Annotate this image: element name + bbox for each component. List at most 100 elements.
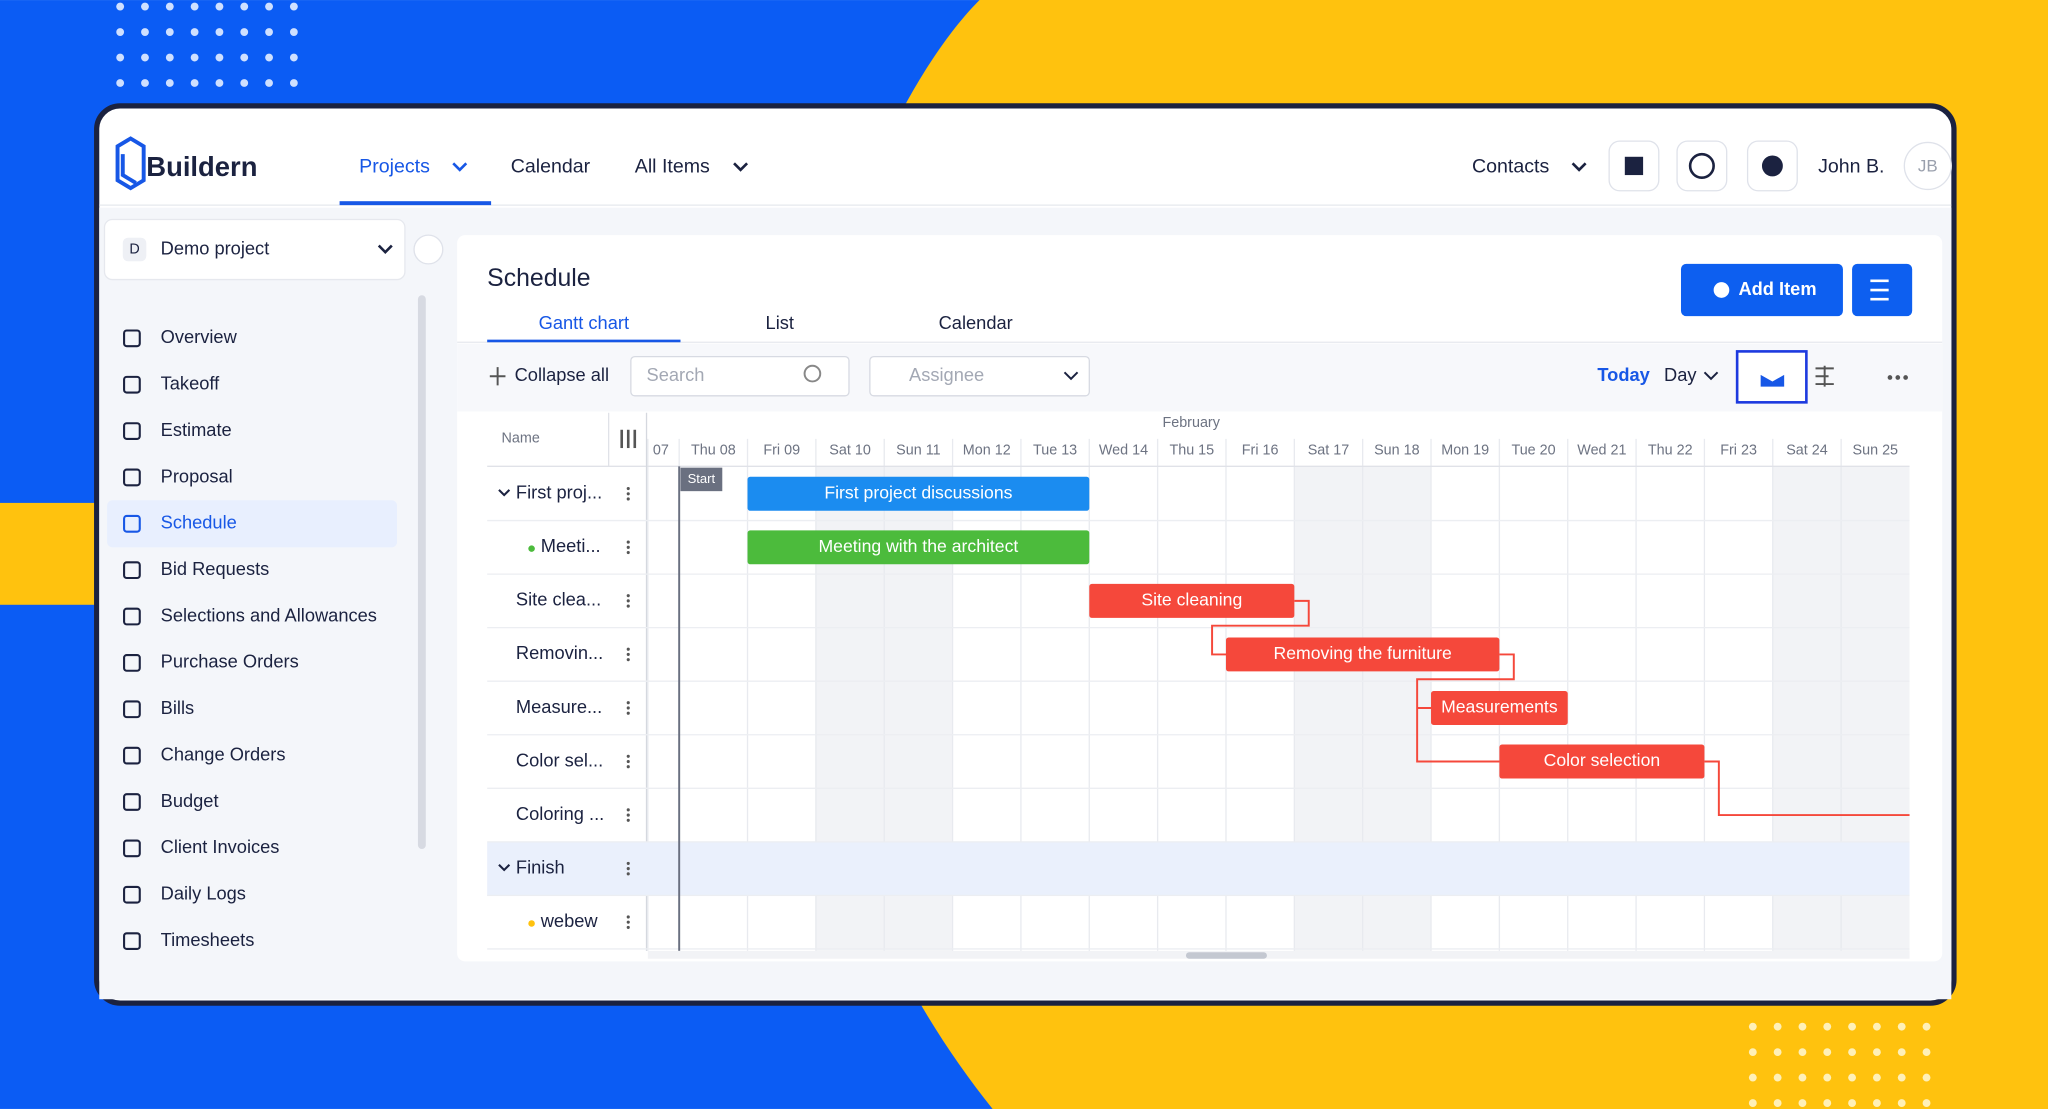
nav-item[interactable]: Projects bbox=[359, 155, 430, 177]
add-item-button[interactable] bbox=[1680, 263, 1843, 317]
row-name[interactable]: Measure... bbox=[516, 696, 602, 717]
row-menu-dot[interactable] bbox=[626, 920, 630, 924]
chevron bbox=[1703, 371, 1719, 381]
search-placeholder: Search bbox=[647, 364, 705, 385]
h-scroll-thumb[interactable] bbox=[1185, 952, 1267, 959]
sidebar-item[interactable]: Schedule bbox=[161, 512, 237, 533]
row-menu-dot[interactable] bbox=[626, 599, 630, 603]
sidebar-item[interactable]: Change Orders bbox=[161, 743, 286, 764]
dot-pattern bbox=[116, 2, 1931, 1107]
sidebar-item[interactable]: Estimate bbox=[161, 419, 232, 440]
chevron bbox=[452, 162, 468, 172]
row-menu-dot[interactable] bbox=[626, 706, 630, 710]
row-menu-dot[interactable] bbox=[626, 658, 630, 662]
icon[interactable] bbox=[1815, 365, 1834, 387]
sidebar-item[interactable]: Takeoff bbox=[161, 373, 220, 394]
row-menu-dot[interactable] bbox=[626, 867, 630, 871]
task-bar[interactable] bbox=[1499, 744, 1705, 779]
avatar[interactable] bbox=[1903, 141, 1952, 191]
day-label: Tue 13 bbox=[1033, 442, 1077, 458]
view-toggle[interactable] bbox=[1735, 350, 1808, 404]
nav-item[interactable]: All Items bbox=[635, 155, 710, 177]
row-menu-dot[interactable] bbox=[626, 594, 630, 598]
brand[interactable]: Buildern bbox=[146, 151, 257, 182]
row-menu-dot[interactable] bbox=[626, 813, 630, 817]
sidebar-item[interactable]: Timesheets bbox=[161, 929, 255, 950]
row-menu-dot[interactable] bbox=[626, 550, 630, 555]
ui: Buildern Projects Calendar All Items Contact… bbox=[103, 140, 1952, 959]
row-menu-dot[interactable] bbox=[626, 545, 630, 549]
user-name[interactable]: John B. bbox=[1818, 155, 1884, 177]
tab[interactable]: Gantt chart bbox=[539, 312, 629, 333]
nav-item[interactable]: Calendar bbox=[511, 155, 591, 177]
row-menu-dot[interactable] bbox=[626, 647, 630, 651]
row-name[interactable]: Color sel... bbox=[516, 749, 603, 770]
chevron[interactable] bbox=[498, 489, 511, 497]
status-dot bbox=[528, 920, 535, 927]
row-name[interactable]: Site clea... bbox=[516, 589, 601, 610]
row-menu-dot[interactable] bbox=[626, 711, 630, 715]
row-name[interactable]: First proj... bbox=[516, 482, 602, 503]
today-button[interactable]: Today bbox=[1597, 364, 1650, 385]
row-menu-dot[interactable] bbox=[626, 486, 630, 491]
row-menu-dot[interactable] bbox=[626, 497, 630, 501]
row-name[interactable]: Finish bbox=[516, 856, 565, 877]
dot bbox=[141, 53, 149, 62]
more-dot[interactable] bbox=[1895, 375, 1901, 380]
collapse-all[interactable]: Collapse all bbox=[515, 364, 609, 385]
sidebar-icon bbox=[123, 514, 141, 533]
sidebar-item[interactable]: Daily Logs bbox=[161, 883, 246, 904]
row-menu-dot[interactable] bbox=[626, 765, 630, 769]
row-name[interactable]: webew bbox=[540, 910, 599, 931]
sidebar-item[interactable]: Purchase Orders bbox=[161, 651, 299, 672]
dot bbox=[165, 53, 174, 62]
icon-button[interactable] bbox=[1676, 140, 1728, 192]
task-bar[interactable] bbox=[1089, 583, 1295, 618]
search-input[interactable] bbox=[630, 355, 850, 397]
tab[interactable]: Calendar bbox=[939, 312, 1013, 333]
row-menu-dot[interactable] bbox=[626, 492, 630, 496]
more-dot[interactable] bbox=[1903, 375, 1908, 380]
row-menu-dot[interactable] bbox=[626, 818, 630, 822]
sidebar-item[interactable]: Budget bbox=[161, 790, 219, 811]
assignee-select[interactable] bbox=[869, 355, 1090, 397]
chevron bbox=[1063, 371, 1079, 381]
scale-select[interactable]: Day bbox=[1664, 364, 1697, 385]
more-dot[interactable] bbox=[1887, 375, 1893, 380]
sidebar-item[interactable]: Selections and Allowances bbox=[161, 604, 377, 625]
row-name[interactable]: Removin... bbox=[516, 642, 603, 663]
row-name[interactable]: Meeti... bbox=[541, 535, 601, 556]
sidebar-item[interactable]: Proposal bbox=[161, 465, 233, 486]
dot bbox=[165, 2, 174, 11]
chevron[interactable] bbox=[498, 863, 511, 872]
row-name[interactable]: Coloring ... bbox=[516, 803, 604, 824]
row-menu-dot[interactable] bbox=[626, 604, 630, 608]
dot bbox=[265, 53, 273, 62]
row-menu-dot[interactable] bbox=[626, 872, 630, 876]
start-marker bbox=[680, 467, 723, 492]
row-menu-dot[interactable] bbox=[626, 915, 630, 919]
row-menu-dot[interactable] bbox=[626, 754, 630, 758]
collapse-sidebar[interactable] bbox=[413, 234, 444, 265]
day-label: Sat 10 bbox=[829, 442, 871, 458]
task-bar[interactable] bbox=[1431, 690, 1568, 725]
sidebar-item[interactable]: Overview bbox=[161, 326, 238, 347]
tab[interactable]: List bbox=[766, 312, 794, 333]
task-bar[interactable] bbox=[1225, 637, 1500, 672]
dot bbox=[289, 2, 298, 11]
project-select[interactable] bbox=[103, 218, 406, 281]
contacts-menu[interactable]: Contacts bbox=[1472, 155, 1549, 177]
row-menu-dot[interactable] bbox=[626, 701, 630, 705]
row-menu-dot[interactable] bbox=[626, 861, 630, 865]
row-menu-dot[interactable] bbox=[626, 759, 630, 764]
add-item-label[interactable]: Add Item bbox=[1738, 278, 1816, 299]
row-menu-dot[interactable] bbox=[626, 652, 630, 656]
sidebar-item[interactable]: Client Invoices bbox=[161, 836, 280, 857]
row-menu-dot[interactable] bbox=[626, 925, 630, 929]
task-bar[interactable] bbox=[747, 530, 1090, 565]
row-menu-dot[interactable] bbox=[626, 540, 630, 544]
row-menu-dot[interactable] bbox=[626, 808, 630, 812]
task-bar[interactable] bbox=[747, 476, 1090, 511]
sidebar-item[interactable]: Bid Requests bbox=[161, 558, 270, 579]
sidebar-item[interactable]: Bills bbox=[161, 697, 195, 718]
